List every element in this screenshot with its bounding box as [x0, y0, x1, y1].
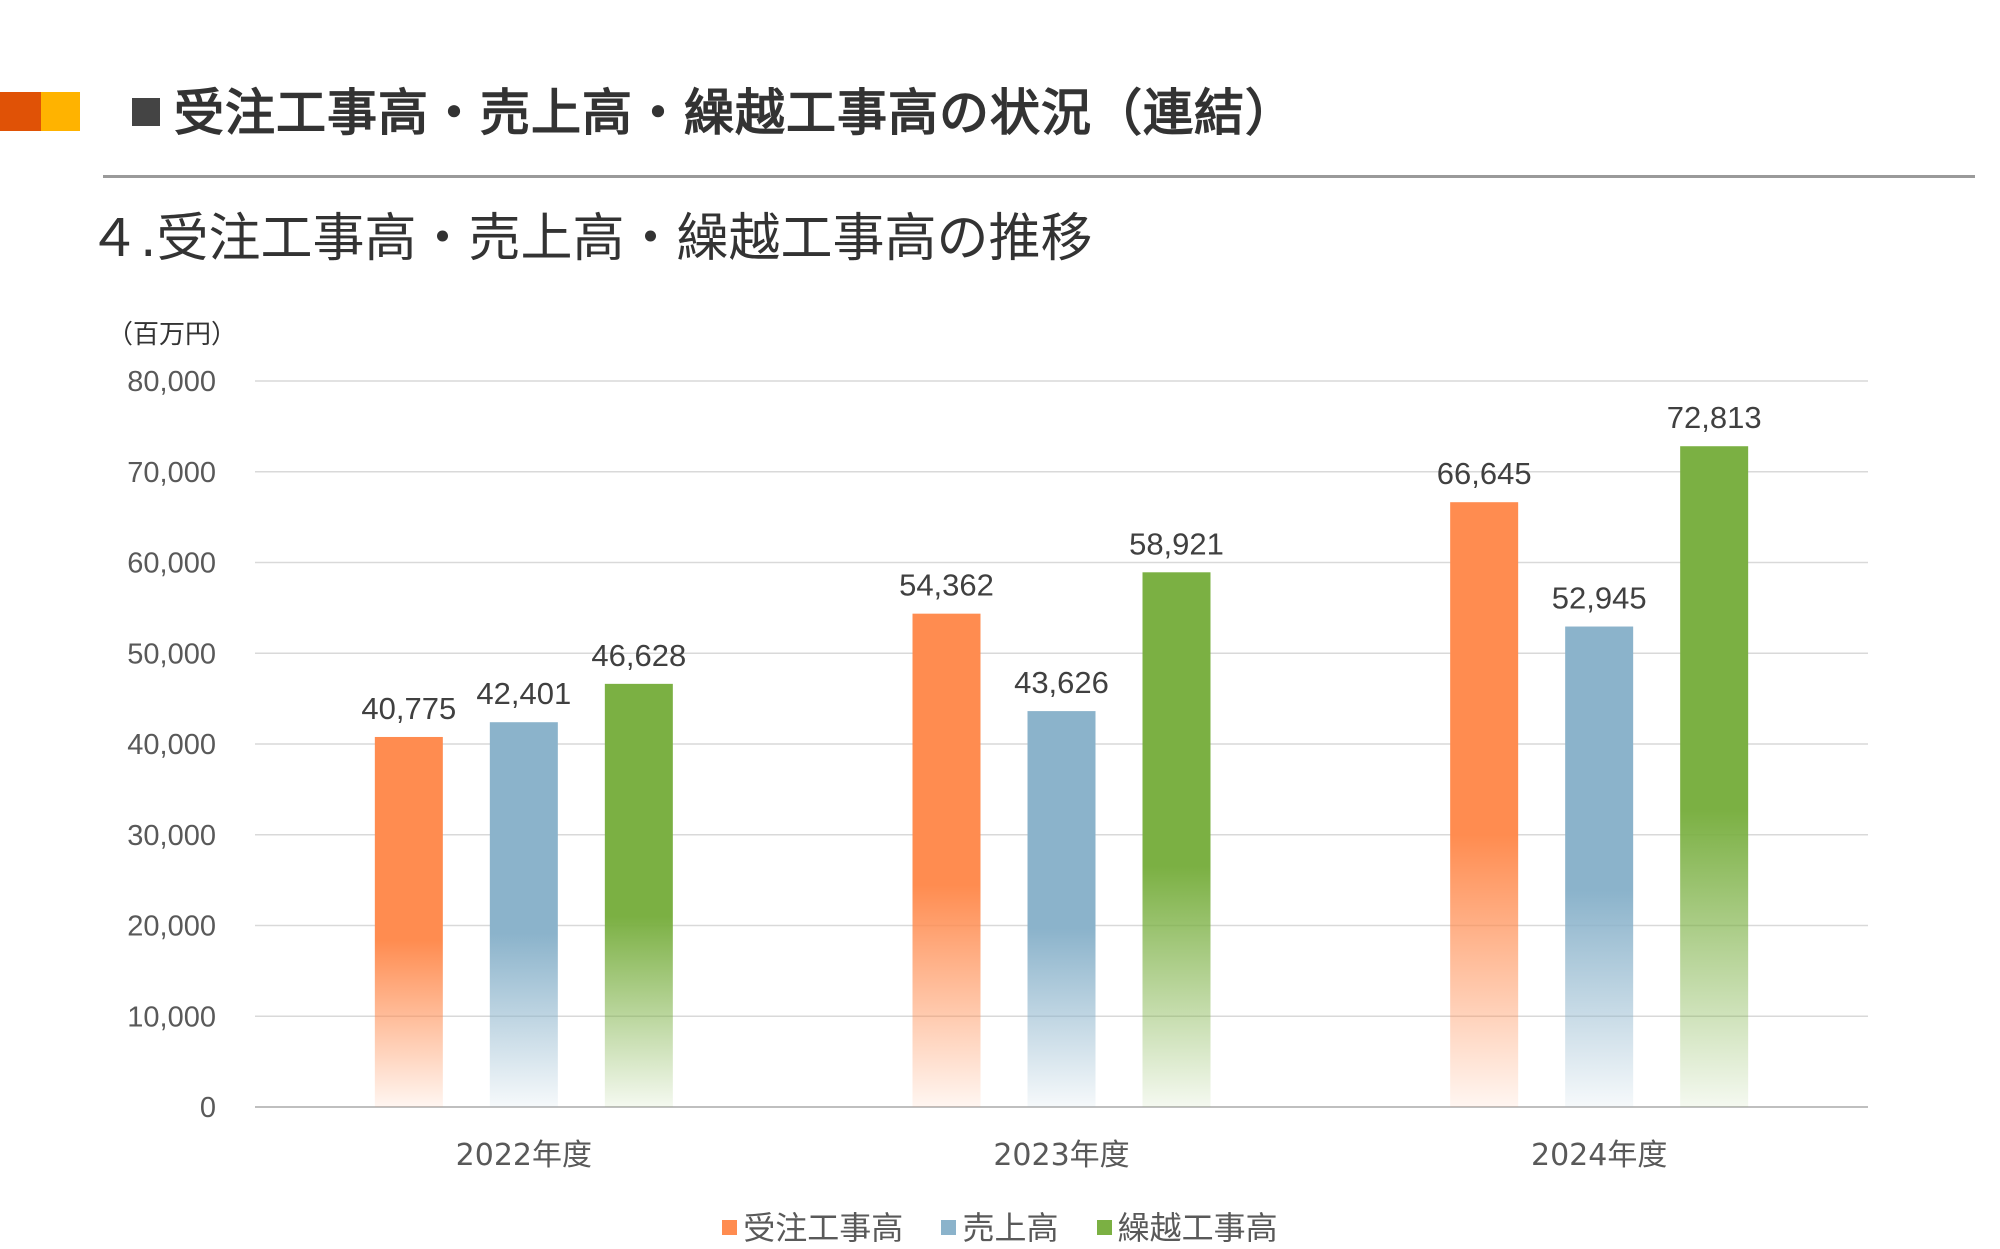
data-label: 66,645: [1437, 456, 1532, 491]
legend-item-orders: 受注工事高: [722, 1203, 903, 1249]
x-category-label: 2024年度: [1531, 1138, 1667, 1173]
bar: [1142, 572, 1211, 1107]
legend-swatch-orders: [722, 1220, 738, 1235]
legend-swatch-backlog: [1096, 1220, 1112, 1235]
data-label: 46,628: [591, 638, 686, 673]
bar: [374, 736, 443, 1107]
title-divider: [103, 175, 1975, 178]
x-category-label: 2022年度: [456, 1138, 592, 1173]
header-accent-orange: [0, 92, 41, 131]
bar: [1450, 502, 1519, 1107]
square-bullet-icon: [132, 98, 160, 126]
unit-label: （百万円）: [107, 320, 238, 350]
data-label: 72,813: [1667, 400, 1762, 435]
y-tick-label: 40,000: [127, 729, 216, 761]
section-title: 受注工事高・売上高・繰越工事高の状況（連結）: [132, 78, 1296, 148]
legend-item-backlog: 繰越工事高: [1096, 1203, 1278, 1249]
y-tick-label: 20,000: [127, 911, 216, 943]
data-label: 40,775: [361, 691, 456, 726]
chart-legend: 受注工事高 売上高 繰越工事高: [0, 1203, 2000, 1249]
data-label: 54,362: [899, 568, 994, 603]
data-label: 58,921: [1129, 526, 1224, 561]
data-label: 43,626: [1014, 665, 1109, 700]
bar: [912, 613, 981, 1107]
legend-item-sales: 売上高: [941, 1203, 1059, 1249]
bar: [604, 683, 673, 1107]
y-tick-label: 80,000: [127, 366, 216, 398]
y-tick-label: 30,000: [127, 820, 216, 852]
bar: [1027, 711, 1096, 1107]
y-tick-label: 0: [200, 1092, 216, 1124]
data-label: 42,401: [476, 676, 571, 711]
legend-swatch-sales: [941, 1220, 957, 1235]
bar: [1680, 446, 1749, 1107]
data-label: 52,945: [1552, 581, 1647, 616]
bar: [489, 722, 558, 1107]
y-tick-label: 70,000: [127, 457, 216, 489]
header-accent-yellow: [41, 92, 80, 131]
section-title-text: 受注工事高・売上高・繰越工事高の状況（連結）: [174, 84, 1296, 142]
y-tick-label: 10,000: [127, 1001, 216, 1033]
y-tick-label: 50,000: [127, 638, 216, 670]
legend-label-sales: 売上高: [962, 1209, 1059, 1247]
legend-label-backlog: 繰越工事高: [1117, 1209, 1278, 1247]
legend-label-orders: 受注工事高: [743, 1209, 904, 1247]
bar: [1565, 626, 1634, 1107]
y-tick-label: 60,000: [127, 548, 216, 580]
x-category-label: 2023年度: [993, 1138, 1129, 1173]
chart-heading: ４.受注工事高・売上高・繰越工事高の推移: [88, 209, 1093, 269]
